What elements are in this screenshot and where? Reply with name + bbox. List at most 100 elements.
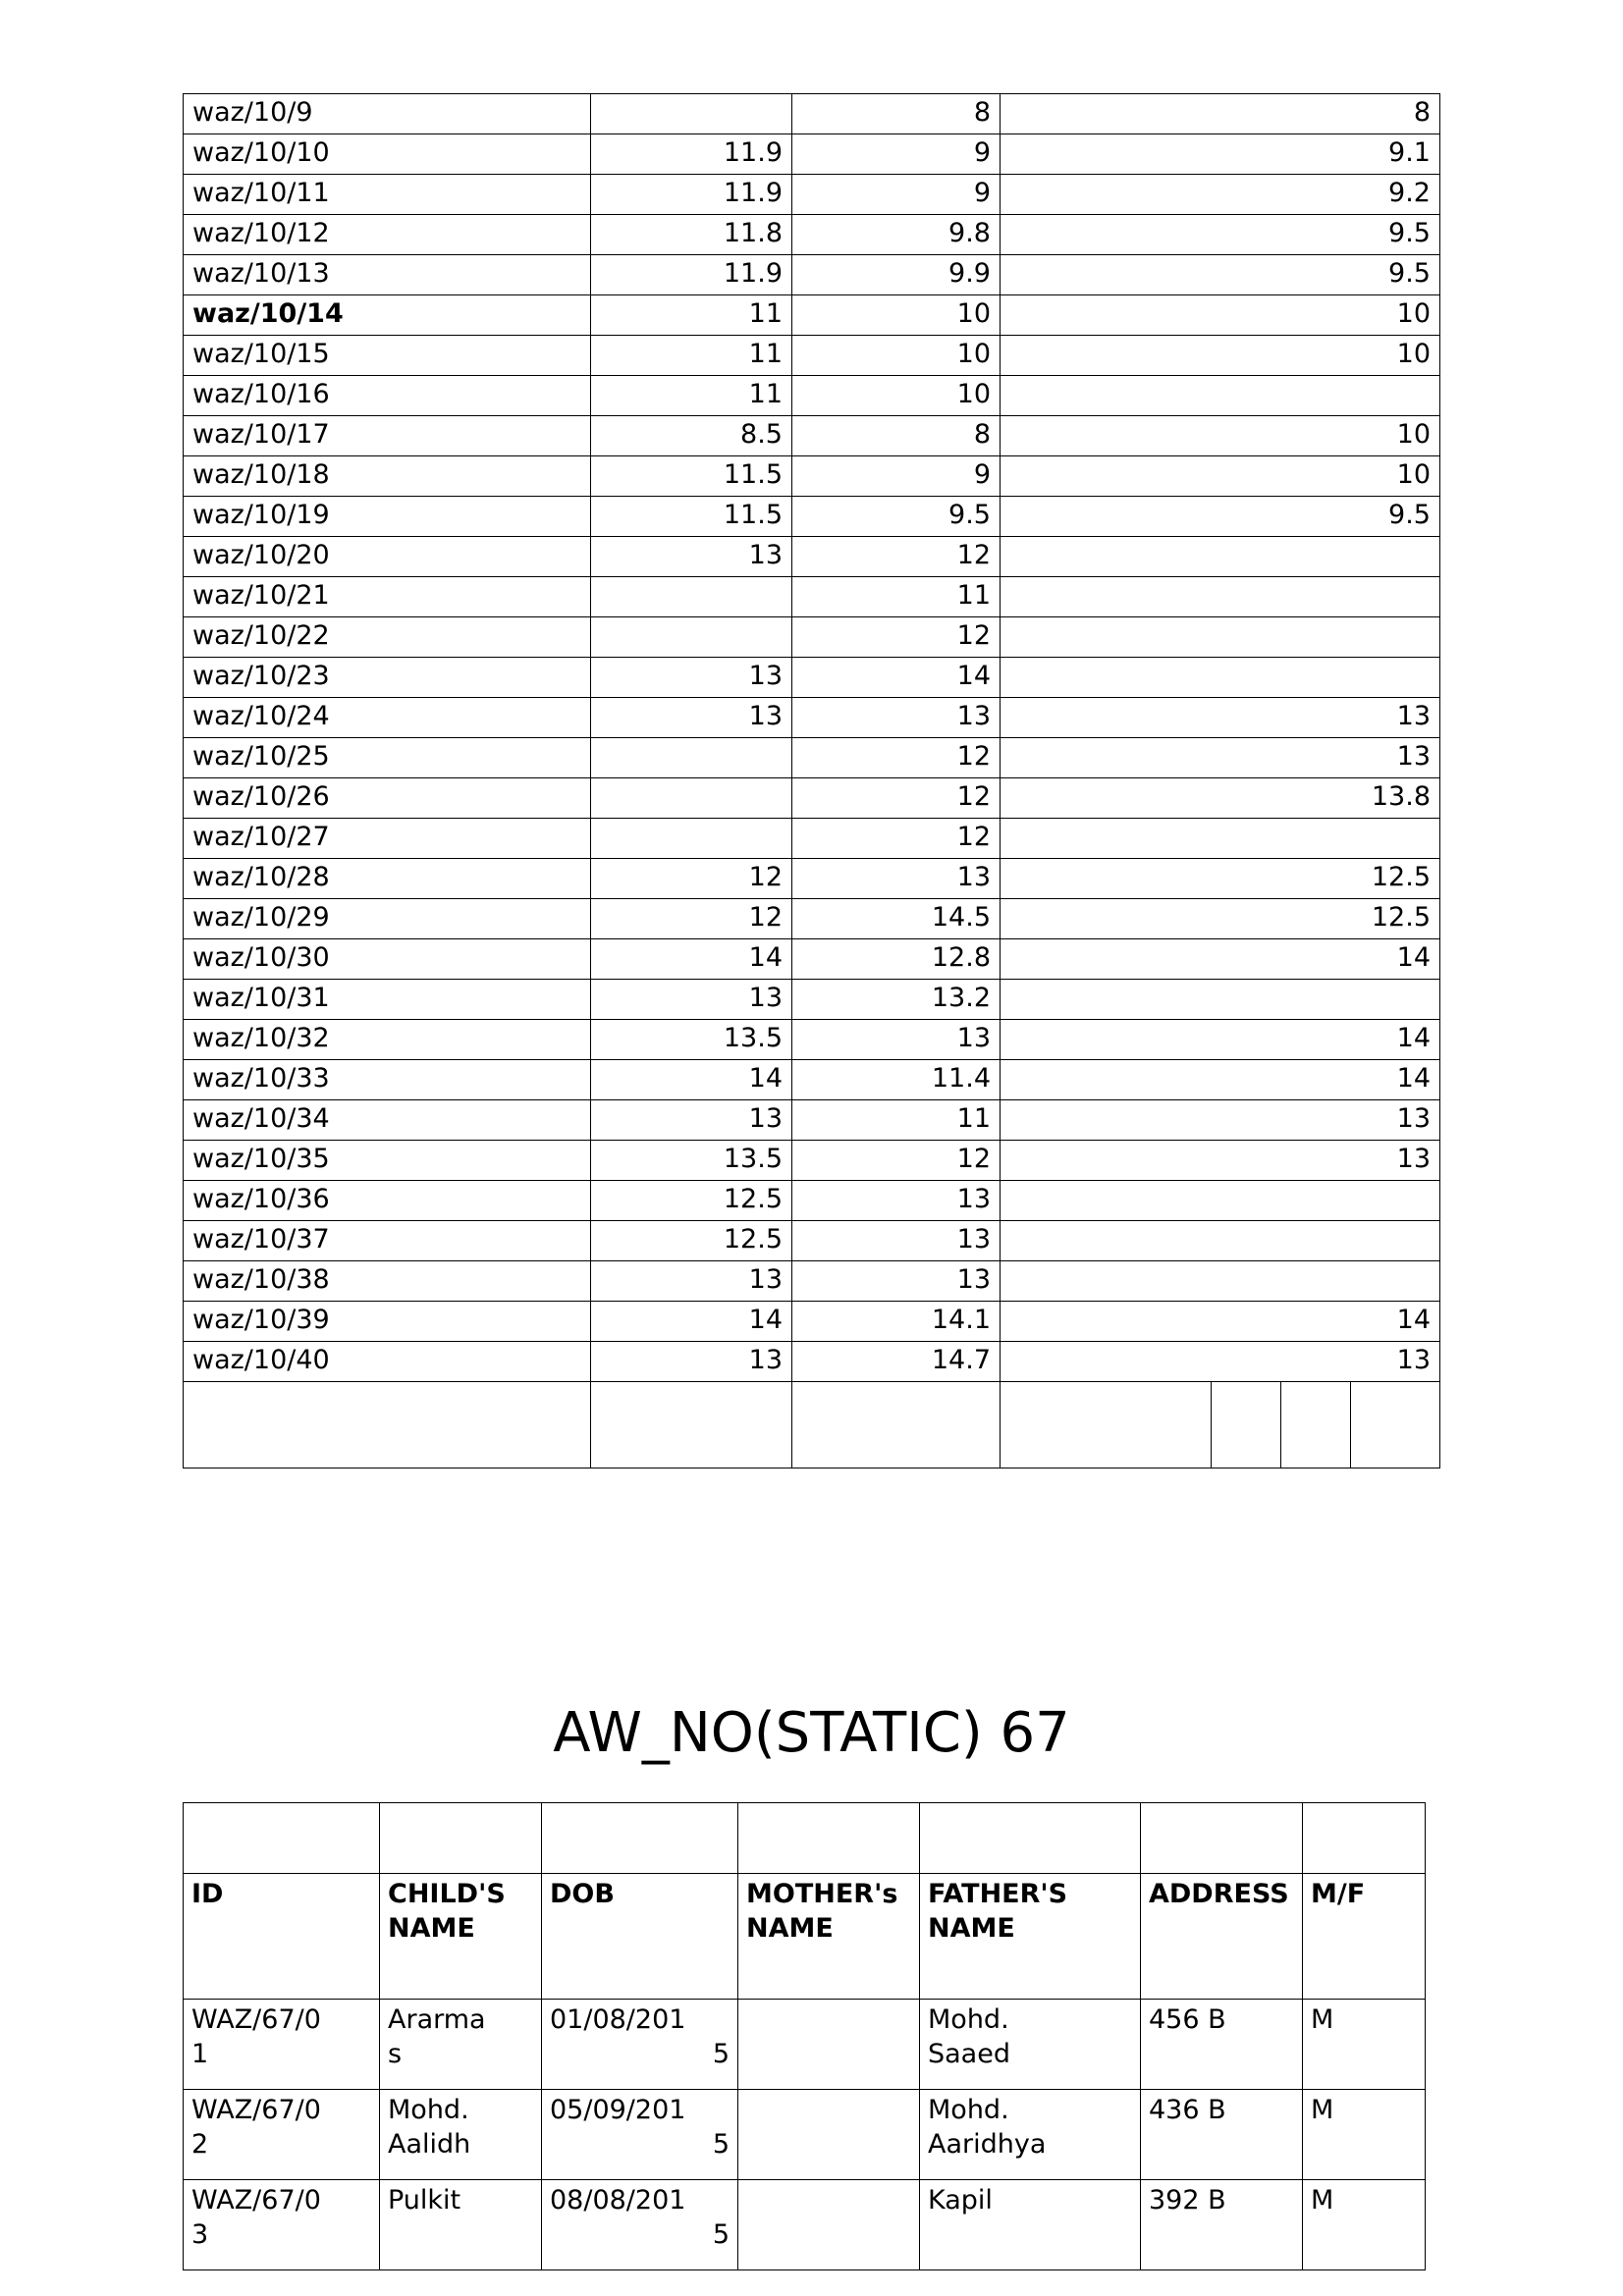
cell-child-name-line2: s — [388, 2038, 403, 2069]
cell-col2: 11.9 — [590, 254, 792, 295]
cell-col3: 12 — [791, 737, 1001, 778]
cell-col4: 10 — [1000, 335, 1440, 376]
cell-id: waz/10/21 — [183, 576, 591, 617]
cell-child-name-line2: Aalidh — [388, 2128, 471, 2160]
cell-id: waz/10/36 — [183, 1180, 591, 1221]
cell-id: waz/10/17 — [183, 415, 591, 456]
cell-col2: 12 — [590, 858, 792, 899]
cell-col4: 9.2 — [1000, 174, 1440, 215]
cell-id: WAZ/67/0 3 — [183, 2179, 380, 2270]
cell-col4: 10 — [1000, 415, 1440, 456]
cell-col2: 14 — [590, 1301, 792, 1342]
table-row: waz/10/12 11.8 9.8 9.5 — [183, 214, 1440, 255]
table-row: waz/10/11 11.9 9 9.2 — [183, 174, 1440, 215]
cell-col3: 12 — [791, 616, 1001, 658]
growth-records-table: waz/10/9 8 8 waz/10/10 11.9 9 9.1 waz/10/11 11.9… — [183, 93, 1440, 1468]
cell-id: waz/10/34 — [183, 1099, 591, 1141]
cell-col2: 11.8 — [590, 214, 792, 255]
cell-id-line1: WAZ/67/0 — [191, 2004, 321, 2035]
cell-col4: 13 — [1000, 1341, 1440, 1382]
table-row: waz/10/39 14 14.1 14 — [183, 1301, 1440, 1342]
cell-col4: 13 — [1000, 697, 1440, 738]
cell-col3: 9.5 — [791, 496, 1001, 537]
table-row: waz/10/17 8.5 8 10 — [183, 415, 1440, 456]
cell-col4 — [1000, 1180, 1440, 1221]
cell-id: waz/10/23 — [183, 657, 591, 698]
cell-col2: 13 — [590, 697, 792, 738]
cell-child-name-line1: Mohd. — [388, 2095, 469, 2125]
cell-id: waz/10/35 — [183, 1140, 591, 1181]
cell-col3: 13 — [791, 1260, 1001, 1302]
growth-records-table-wrapper: waz/10/9 8 8 waz/10/10 11.9 9 9.1 waz/10/11 11.9… — [183, 93, 1440, 1468]
cell-col3: 13 — [791, 1180, 1001, 1221]
cell-col2: 11.9 — [590, 133, 792, 175]
cell-col3: 13 — [791, 1019, 1001, 1060]
blank-segment-main — [1001, 1382, 1212, 1468]
cell-col2: 11 — [590, 375, 792, 416]
column-header-child-name: CHILD'S NAME — [379, 1873, 542, 2000]
cell-col4 — [1000, 375, 1440, 416]
table-row: waz/10/10 11.9 9 9.1 — [183, 133, 1440, 175]
table-row: waz/10/40 13 14.7 13 — [183, 1341, 1440, 1382]
table-row: waz/10/18 11.5 9 10 — [183, 455, 1440, 497]
cell-col3: 10 — [791, 335, 1001, 376]
table-row: waz/10/14 11 10 10 — [183, 294, 1440, 336]
cell-id-line2: 2 — [191, 2128, 209, 2160]
cell-col2: 11.9 — [590, 174, 792, 215]
cell-id: waz/10/26 — [183, 777, 591, 819]
cell-col2: 12 — [590, 898, 792, 939]
cell-dob-line2: 5 — [712, 2218, 730, 2250]
cell-mother-name — [737, 2089, 920, 2180]
column-header-mf: M/F — [1302, 1873, 1426, 2000]
cell-col2: 13 — [590, 536, 792, 577]
blank-segment-a — [1212, 1382, 1281, 1468]
table-row-blank — [183, 1381, 1440, 1468]
cell-col4: 12.5 — [1000, 858, 1440, 899]
cell-id-line2: 3 — [191, 2218, 209, 2250]
column-header-id: ID — [183, 1873, 380, 2000]
table-row: waz/10/36 12.5 13 — [183, 1180, 1440, 1221]
cell-col3: 8 — [791, 93, 1001, 134]
cell-father-name: Mohd. Aaridhya — [919, 2089, 1141, 2180]
section-title: AW_NO(STATIC) 67 — [553, 1701, 1070, 1765]
cell-id: waz/10/30 — [183, 938, 591, 980]
cell-id: WAZ/67/0 2 — [183, 2089, 380, 2180]
cell-col3: 13 — [791, 858, 1001, 899]
cell-mother-name — [737, 2179, 920, 2270]
cell-col2: 13 — [590, 1341, 792, 1382]
cell-father-name: Mohd. Saaed — [919, 1999, 1141, 2090]
table-row: waz/10/37 12.5 13 — [183, 1220, 1440, 1261]
spacer-cell — [183, 1802, 380, 1874]
cell-id: waz/10/11 — [183, 174, 591, 215]
cell-id-line2: 1 — [191, 2038, 209, 2069]
cell-col4: 14 — [1000, 1301, 1440, 1342]
table-row: WAZ/67/0 2 Mohd. Aalidh 05/09/201 5 Mohd. Aarid… — [183, 2089, 1426, 2180]
blank-segment-b — [1281, 1382, 1351, 1468]
table-row: waz/10/30 14 12.8 14 — [183, 938, 1440, 980]
cell-dob-line2: 5 — [712, 2038, 730, 2069]
cell-col2: 12.5 — [590, 1180, 792, 1221]
cell-id: waz/10/39 — [183, 1301, 591, 1342]
column-header-father-name: FATHER'S NAME — [919, 1873, 1141, 2000]
cell-id: waz/10/24 — [183, 697, 591, 738]
cell-col3: 13 — [791, 1220, 1001, 1261]
cell-id: waz/10/37 — [183, 1220, 591, 1261]
cell-mf: M — [1302, 2089, 1426, 2180]
cell-dob-line1: 05/09/201 — [550, 2095, 686, 2125]
cell-id-line1: WAZ/67/0 — [191, 2095, 321, 2125]
cell-col4: 14 — [1000, 1019, 1440, 1060]
cell-col3: 10 — [791, 375, 1001, 416]
column-header-mother-name: MOTHER's NAME — [737, 1873, 920, 2000]
cell-col4 — [1000, 536, 1440, 577]
cell-id: waz/10/12 — [183, 214, 591, 255]
table-row-spacer — [183, 1802, 1426, 1874]
cell-col3: 12 — [791, 818, 1001, 859]
table-row: waz/10/24 13 13 13 — [183, 697, 1440, 738]
cell-child-name: Mohd. Aalidh — [379, 2089, 542, 2180]
table-row: waz/10/34 13 11 13 — [183, 1099, 1440, 1141]
cell-dob: 08/08/201 5 — [541, 2179, 738, 2270]
table-row: waz/10/38 13 13 — [183, 1260, 1440, 1302]
cell-col4 — [1000, 576, 1440, 617]
table-row: waz/10/28 12 13 12.5 — [183, 858, 1440, 899]
cell-col3: 14 — [791, 657, 1001, 698]
